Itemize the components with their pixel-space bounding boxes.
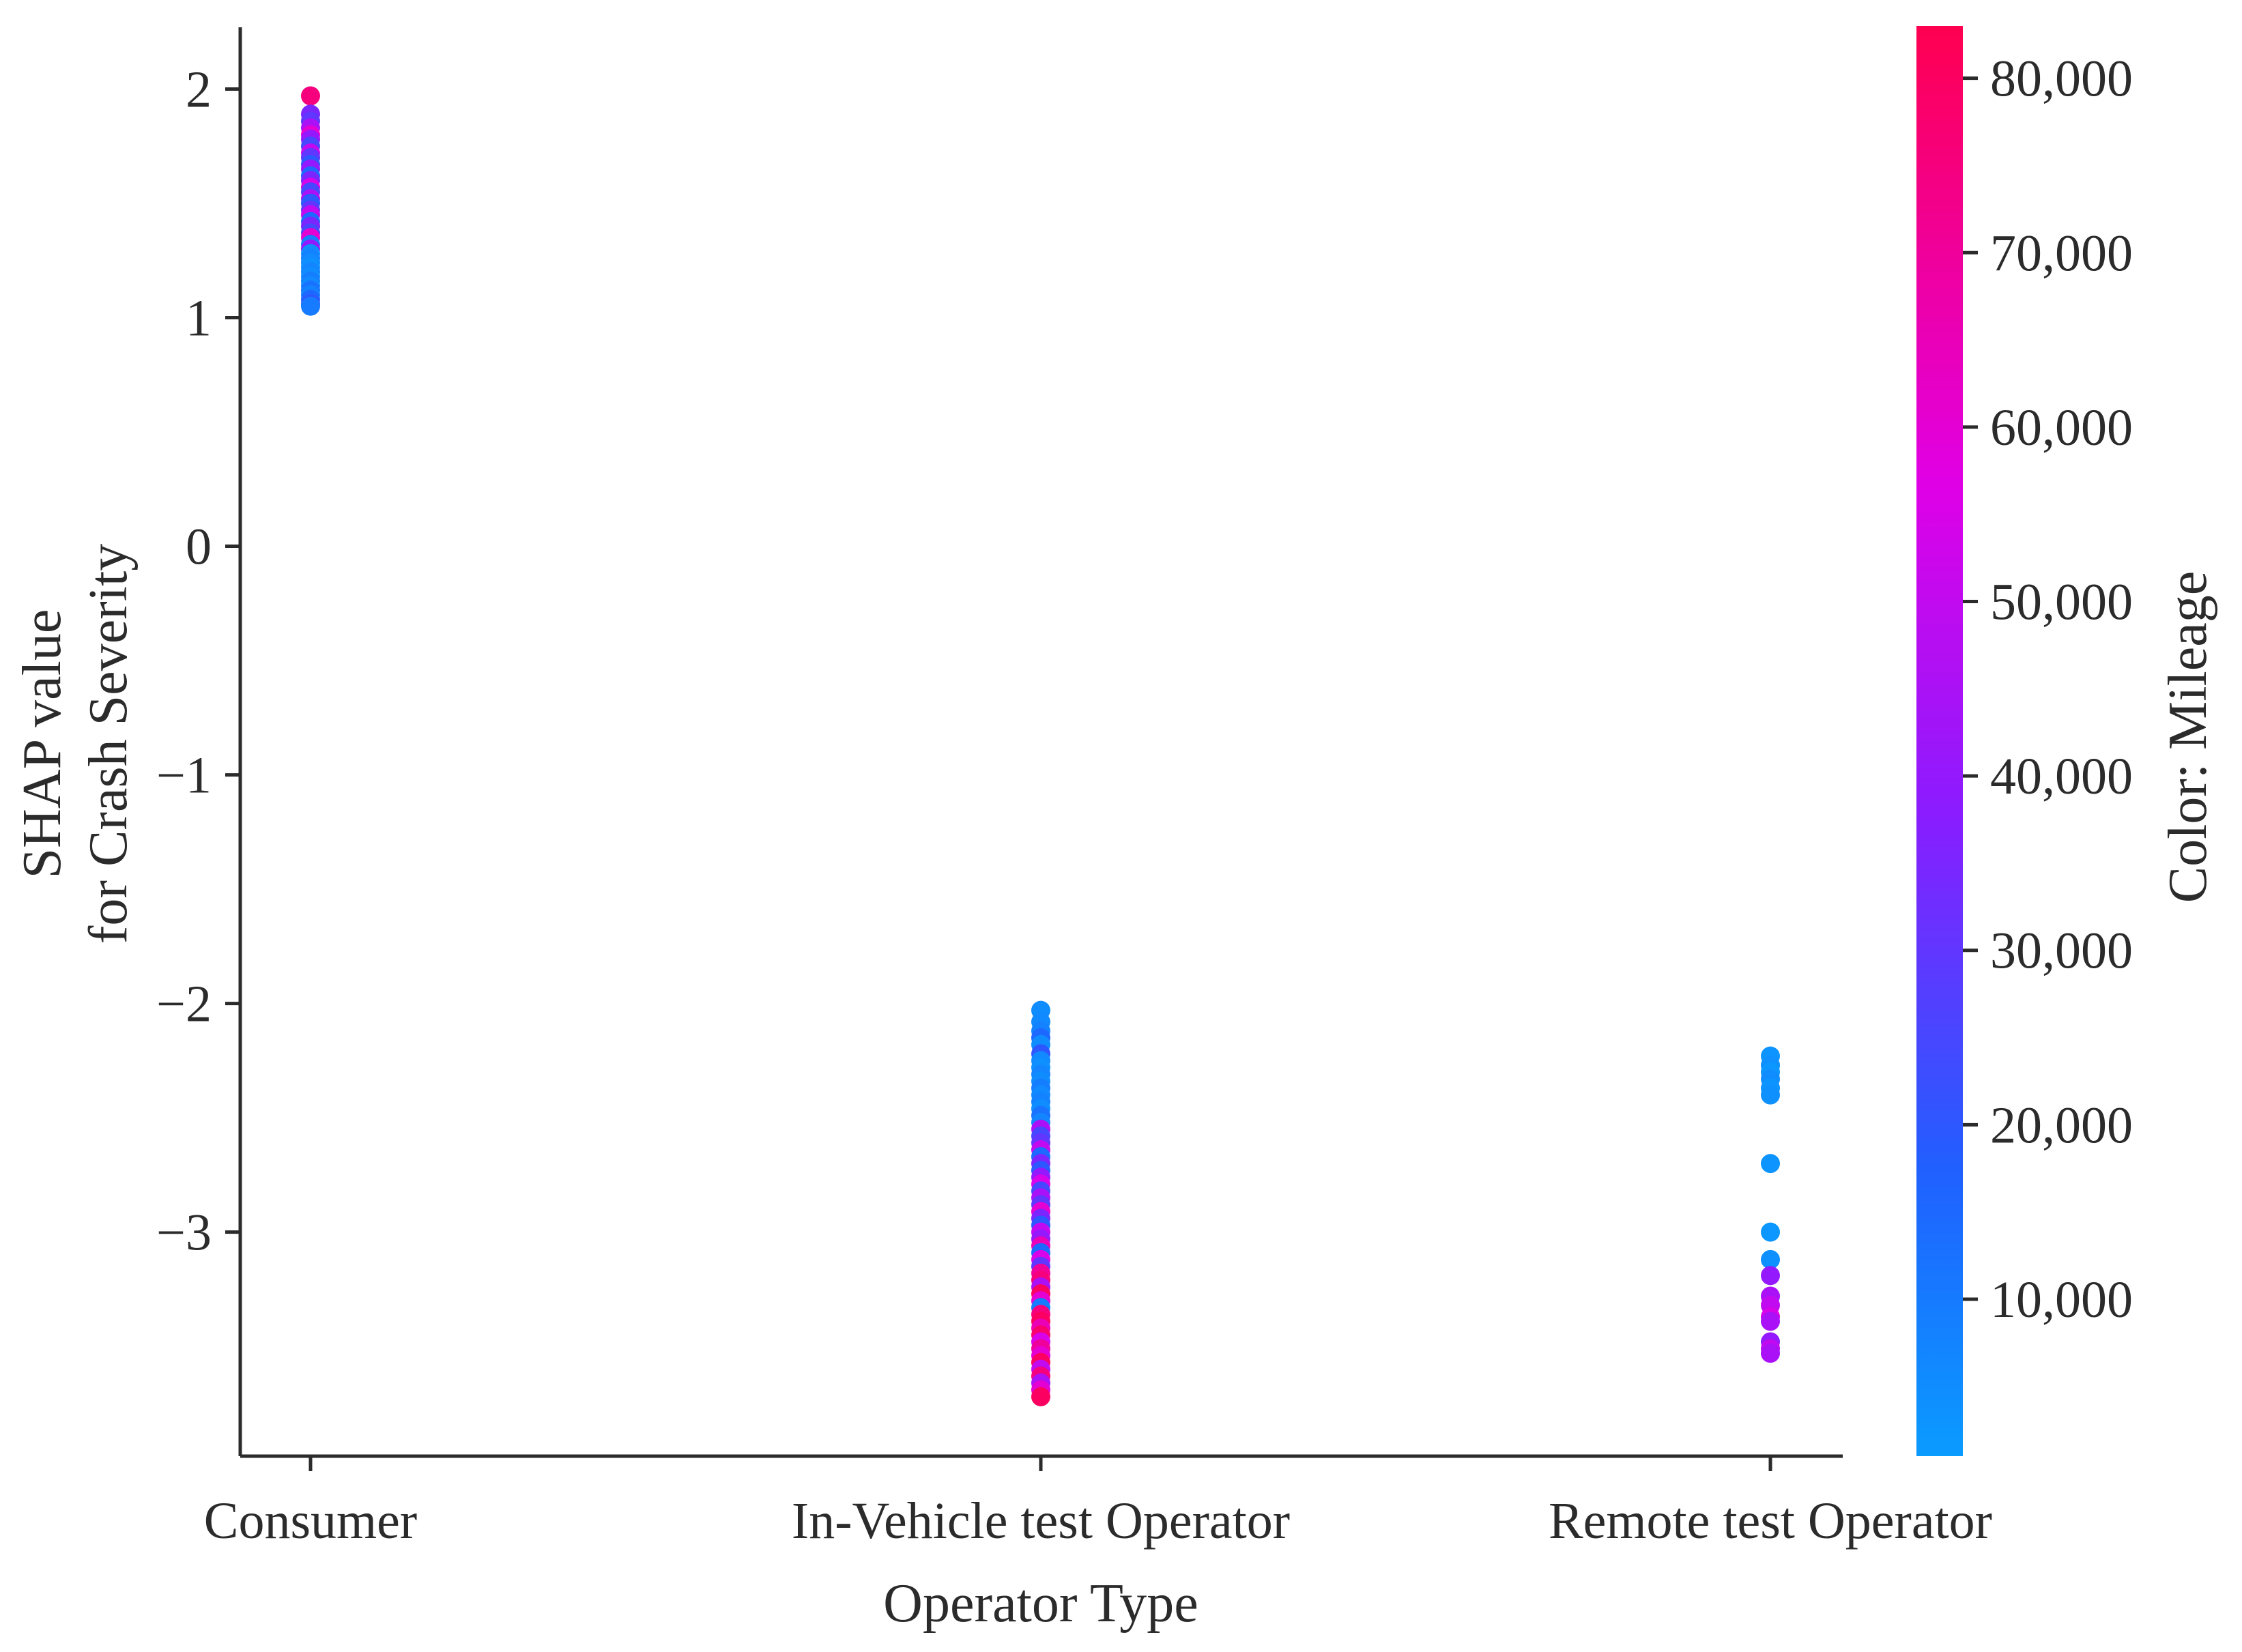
y-axis-title-line-2: for Crash Severity xyxy=(78,544,139,944)
data-point xyxy=(1761,1249,1780,1269)
colorbar-tick-label: 60,000 xyxy=(1990,399,2133,457)
data-point xyxy=(1761,1222,1780,1242)
plot-area: 2 1 0 −1 −2 −3 Consumer In-Vehicle test Operat… xyxy=(156,27,1992,1550)
colorbar-tick-label: 50,000 xyxy=(1990,574,2133,631)
colorbar-tick-label: 20,000 xyxy=(1990,1097,2133,1154)
y-tick-label: 0 xyxy=(186,519,212,576)
x-tick-label: Consumer xyxy=(204,1492,417,1550)
y-axis-title: SHAP value for Crash Severity xyxy=(12,544,139,944)
colorbar-tick-label: 40,000 xyxy=(1990,748,2133,805)
y-tick-label: −1 xyxy=(156,747,212,805)
data-point xyxy=(1761,1312,1780,1331)
x-tick-label: In-Vehicle test Operator xyxy=(792,1492,1290,1550)
data-point xyxy=(1761,1085,1780,1105)
colorbar-tick-label: 70,000 xyxy=(1990,224,2133,282)
y-tick-label: 1 xyxy=(186,290,212,347)
data-point xyxy=(1761,1344,1780,1363)
colorbar-gradient xyxy=(1916,26,1963,1456)
colorbar-ticks: 80,000 70,000 60,000 50,000 40,000 30,000 20,0… xyxy=(1963,50,2133,1329)
x-tick-label: Remote test Operator xyxy=(1549,1492,1992,1550)
colorbar-tick-label: 80,000 xyxy=(1990,50,2133,108)
colorbar: 80,000 70,000 60,000 50,000 40,000 30,000 20,0… xyxy=(1916,26,2218,1456)
y-tick-label: −3 xyxy=(156,1204,212,1262)
data-points xyxy=(301,86,1780,1406)
data-point xyxy=(1761,1154,1780,1174)
colorbar-tick-label: 10,000 xyxy=(1990,1271,2133,1329)
data-point xyxy=(1761,1266,1780,1286)
data-point xyxy=(301,296,320,316)
colorbar-tick-label: 30,000 xyxy=(1990,923,2133,980)
y-tick-label: 2 xyxy=(186,61,212,118)
data-point xyxy=(301,86,320,106)
x-axis-ticks: Consumer In-Vehicle test Operator Remote t… xyxy=(204,1456,1992,1550)
colorbar-title: Color: Mileage xyxy=(2158,571,2218,903)
x-axis-title: Operator Type xyxy=(883,1574,1198,1634)
y-axis-title-line-1: SHAP value xyxy=(12,609,72,879)
data-point xyxy=(1031,1387,1050,1406)
y-axis-ticks: 2 1 0 −1 −2 −3 xyxy=(156,61,240,1262)
y-tick-label: −2 xyxy=(156,976,212,1033)
